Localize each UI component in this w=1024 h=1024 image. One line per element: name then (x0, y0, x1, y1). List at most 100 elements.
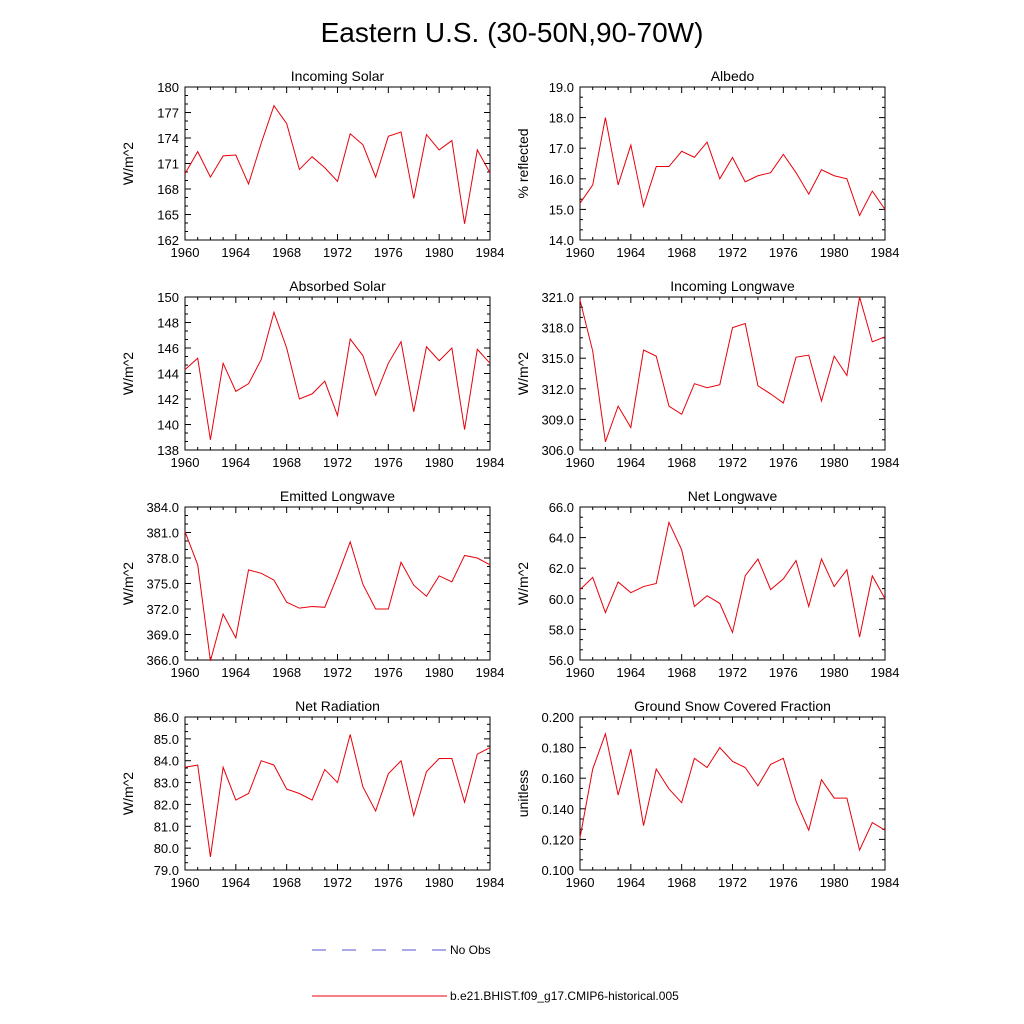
plot-frame (184, 716, 491, 871)
y-tick-label: 18.0 (549, 111, 574, 126)
panel-title: Incoming Longwave (670, 278, 795, 294)
x-tick-label: 1976 (769, 665, 798, 680)
x-tick-label: 1964 (616, 245, 645, 260)
x-tick-label: 1980 (820, 455, 849, 470)
legend: No Obs b.e21.BHIST.f09_g17.CMIP6-histori… (312, 943, 679, 1003)
y-tick-label: 168 (157, 182, 179, 197)
x-tick-label: 1980 (425, 455, 454, 470)
x-tick-label: 1976 (374, 455, 403, 470)
y-tick-label: 144 (157, 367, 179, 382)
x-tick-label: 1960 (566, 665, 595, 680)
y-tick-label: 0.100 (541, 863, 574, 878)
panel-3: Incoming Longwave W/m^2 1960 1964 1968 1972 19… (515, 278, 899, 470)
y-axis-label: W/m^2 (120, 142, 136, 185)
x-tick-label: 1976 (769, 875, 798, 890)
panel-title: Incoming Solar (291, 68, 385, 84)
panel-title: Net Longwave (688, 488, 778, 504)
x-tick-label: 1972 (323, 875, 352, 890)
panel-title: Emitted Longwave (280, 488, 395, 504)
x-tick-label: 1968 (667, 875, 696, 890)
y-tick-label: 315.0 (541, 351, 574, 366)
y-tick-label: 19.0 (549, 80, 574, 95)
x-tick-label: 1968 (667, 245, 696, 260)
y-tick-label: 0.200 (541, 710, 574, 725)
panel-title: Albedo (711, 68, 755, 84)
x-tick-label: 1960 (171, 875, 200, 890)
y-tick-label: 81.0 (154, 819, 179, 834)
plot-frame (579, 506, 886, 661)
panel-7: Ground Snow Covered Fraction unitless 1960… (515, 698, 899, 890)
series-line (579, 296, 886, 443)
x-tick-label: 1980 (425, 245, 454, 260)
y-tick-label: 66.0 (549, 500, 574, 515)
series-line (184, 104, 491, 224)
series-line (579, 117, 886, 217)
y-tick-label: 15.0 (549, 202, 574, 217)
x-tick-label: 1980 (820, 245, 849, 260)
x-tick-label: 1984 (871, 665, 900, 680)
y-tick-label: 366.0 (146, 653, 179, 668)
y-tick-label: 83.0 (154, 776, 179, 791)
legend-no-obs-label: No Obs (450, 943, 491, 957)
y-tick-label: 165 (157, 208, 179, 223)
y-tick-label: 64.0 (549, 531, 574, 546)
x-tick-label: 1984 (871, 875, 900, 890)
x-tick-label: 1960 (566, 875, 595, 890)
y-tick-label: 142 (157, 392, 179, 407)
plot-frame (184, 506, 491, 661)
y-tick-label: 16.0 (549, 172, 574, 187)
y-tick-label: 148 (157, 316, 179, 331)
x-tick-label: 1968 (272, 875, 301, 890)
y-tick-label: 80.0 (154, 841, 179, 856)
y-tick-label: 378.0 (146, 551, 179, 566)
legend-model-label: b.e21.BHIST.f09_g17.CMIP6-historical.005 (450, 989, 679, 1003)
y-tick-label: 62.0 (549, 561, 574, 576)
x-tick-label: 1976 (374, 665, 403, 680)
x-tick-label: 1972 (718, 875, 747, 890)
x-tick-label: 1984 (476, 665, 505, 680)
x-tick-label: 1960 (566, 245, 595, 260)
panel-5: Net Longwave W/m^2 1960 1964 1968 1972 1976 198… (515, 488, 899, 680)
x-tick-label: 1960 (566, 455, 595, 470)
x-tick-label: 1972 (323, 455, 352, 470)
y-tick-label: 174 (157, 131, 179, 146)
panel-1: Albedo % reflected 1960 1964 1968 1972 1976 198… (515, 68, 899, 260)
y-tick-label: 318.0 (541, 321, 574, 336)
x-tick-label: 1984 (476, 455, 505, 470)
x-tick-label: 1964 (221, 875, 250, 890)
panel-0: Incoming Solar W/m^2 1960 1964 1968 1972 1976 1… (120, 68, 504, 260)
x-tick-label: 1972 (718, 245, 747, 260)
plot-frame (184, 296, 491, 451)
y-axis-label: unitless (515, 770, 531, 817)
y-tick-label: 0.140 (541, 802, 574, 817)
y-tick-label: 177 (157, 106, 179, 121)
y-tick-label: 381.0 (146, 526, 179, 541)
y-tick-label: 171 (157, 157, 179, 172)
x-tick-label: 1960 (171, 245, 200, 260)
x-tick-label: 1976 (374, 875, 403, 890)
panel-6: Net Radiation W/m^2 1960 1964 1968 1972 1976 19… (120, 698, 504, 890)
y-tick-label: 146 (157, 341, 179, 356)
y-tick-label: 138 (157, 443, 179, 458)
x-tick-label: 1984 (871, 245, 900, 260)
x-tick-label: 1960 (171, 665, 200, 680)
y-tick-label: 17.0 (549, 141, 574, 156)
figure-title: Eastern U.S. (30-50N,90-70W) (321, 17, 704, 48)
panel-title: Net Radiation (295, 698, 380, 714)
panel-4: Emitted Longwave W/m^2 1960 1964 1968 1972 197… (120, 488, 504, 680)
series-line (579, 731, 886, 852)
x-tick-label: 1968 (667, 455, 696, 470)
panel-2: Absorbed Solar W/m^2 1960 1964 1968 1972 1976 1… (120, 278, 504, 470)
y-tick-label: 85.0 (154, 732, 179, 747)
y-tick-label: 84.0 (154, 754, 179, 769)
y-axis-label: W/m^2 (120, 562, 136, 605)
plot-frame (579, 296, 886, 451)
y-tick-label: 82.0 (154, 797, 179, 812)
y-tick-label: 60.0 (549, 592, 574, 607)
x-tick-label: 1976 (769, 245, 798, 260)
x-tick-label: 1972 (323, 665, 352, 680)
y-axis-label: % reflected (515, 128, 531, 198)
y-tick-label: 306.0 (541, 443, 574, 458)
panel-title: Ground Snow Covered Fraction (634, 698, 831, 714)
x-tick-label: 1984 (476, 245, 505, 260)
